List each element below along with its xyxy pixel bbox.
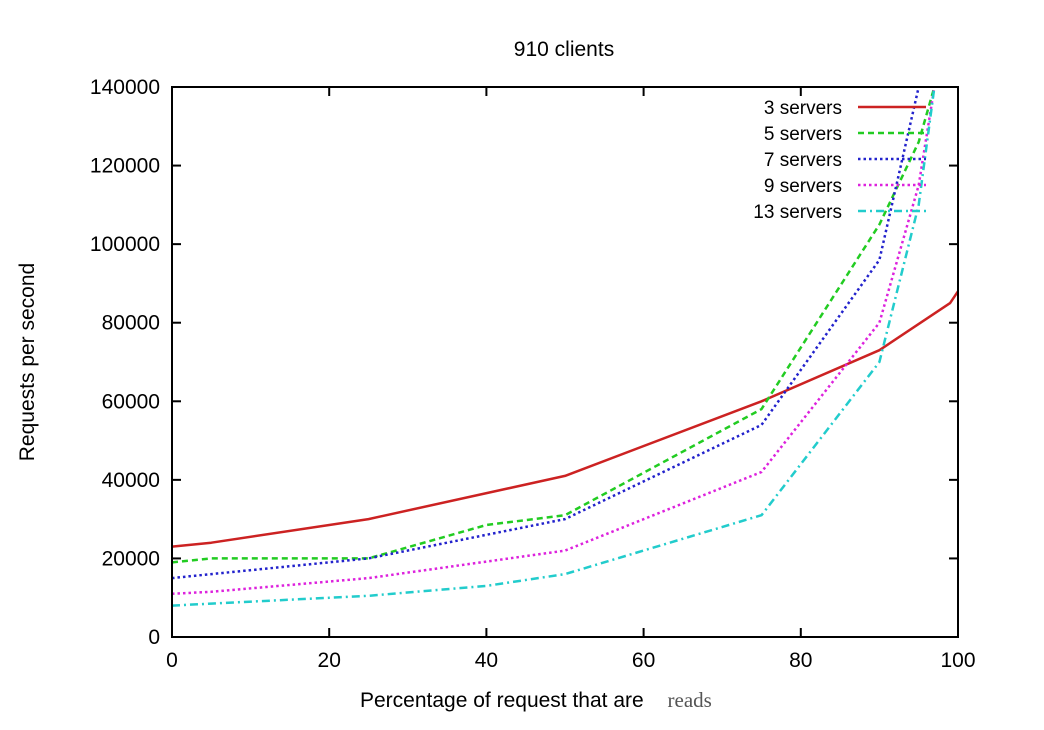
x-axis-label-reads: reads [668,688,712,712]
x-tick-label: 40 [475,649,498,672]
chart-title: 910 clients [514,38,614,61]
y-tick-label: 0 [148,626,160,649]
y-tick-label: 60000 [102,390,160,413]
legend-label-5: 13 servers [753,202,842,223]
x-axis-label-main: Percentage of request that are [360,689,644,712]
y-tick-label: 20000 [102,547,160,570]
y-tick-label: 40000 [102,469,160,492]
x-tick-label: 80 [789,649,812,672]
x-axis-label: Percentage of request that are reads [360,688,712,712]
legend: 3 servers 5 servers 7 servers 9 servers 13 s… [753,98,926,223]
series-line-3 [172,87,920,580]
series-line-2 [172,87,936,564]
series-line-5 [172,87,936,607]
axis-ticks: 0 20 40 60 80 100 0 20000 40000 60000 80000 100000 1… [90,76,976,672]
y-tick-label: 100000 [90,233,160,256]
x-tick-label: 100 [940,649,975,672]
y-tick-label: 80000 [102,312,160,335]
plot-area-frame [171,86,959,638]
series-layer [172,87,958,607]
y-axis-label: Requests per second [16,263,39,461]
y-tick-label: 140000 [90,76,160,99]
series-line-1 [172,290,958,548]
legend-label-4: 9 servers [764,176,842,197]
y-tick-label: 120000 [90,155,160,178]
series-line-4 [172,87,936,596]
x-tick-label: 0 [166,649,178,672]
legend-label-2: 5 servers [764,124,842,145]
legend-label-3: 7 servers [764,150,842,171]
legend-label-1: 3 servers [764,98,842,119]
x-tick-label: 20 [318,649,341,672]
x-tick-label: 60 [632,649,655,672]
